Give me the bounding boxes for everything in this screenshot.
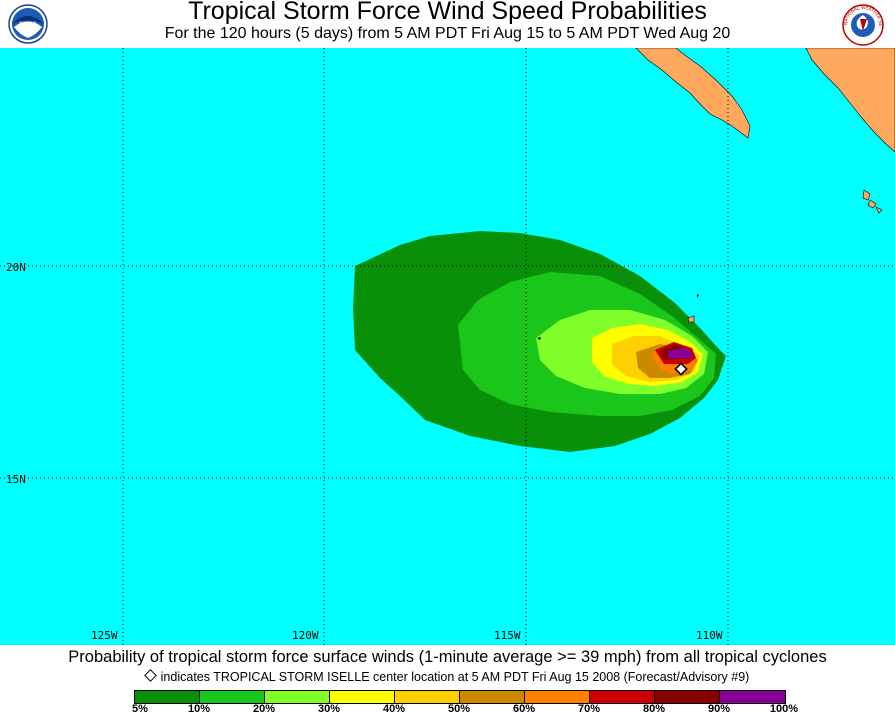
legend-swatch-7 bbox=[590, 691, 655, 703]
legend-swatch-8 bbox=[655, 691, 720, 703]
legend-swatch-9 bbox=[720, 691, 785, 703]
lon-label-110w: 110W bbox=[696, 629, 723, 642]
storm-center-marker bbox=[674, 362, 688, 376]
page-title: Tropical Storm Force Wind Speed Probabil… bbox=[188, 0, 707, 25]
legend-label: 40% bbox=[382, 703, 406, 715]
mainland-mexico bbox=[805, 48, 895, 153]
footer: Probability of tropical storm force surf… bbox=[0, 645, 895, 716]
header: NOAA Tropical Storm Force Wind Speed Pro… bbox=[0, 0, 895, 48]
baja-california bbox=[635, 48, 751, 139]
legend-label: 100% bbox=[769, 703, 799, 715]
legend-label: 70% bbox=[577, 703, 601, 715]
legend-label: 10% bbox=[187, 703, 211, 715]
legend-label: 30% bbox=[317, 703, 341, 715]
small-island bbox=[697, 294, 699, 298]
legend-label: 20% bbox=[252, 703, 276, 715]
legend-swatch-5 bbox=[460, 691, 525, 703]
lon-label-120w: 120W bbox=[292, 629, 319, 642]
legend-label: 90% bbox=[707, 703, 731, 715]
island-3 bbox=[875, 206, 883, 214]
lat-label-20n: 20N bbox=[6, 261, 26, 274]
legend-swatch-1 bbox=[200, 691, 265, 703]
nws-logo: NATIONAL WEATHER SERVICE bbox=[840, 4, 884, 46]
page-subtitle: For the 120 hours (5 days) from 5 AM PDT… bbox=[164, 25, 731, 42]
svg-text:NOAA: NOAA bbox=[19, 21, 37, 28]
map-caption: Probability of tropical storm force surf… bbox=[68, 648, 827, 666]
legend-swatch-0 bbox=[135, 691, 200, 703]
legend-label: 50% bbox=[447, 703, 471, 715]
socorro-island bbox=[687, 315, 695, 323]
probability-map: 20N 15N 125W 120W 115W 110W bbox=[0, 48, 895, 645]
island-2 bbox=[867, 199, 877, 209]
lat-label-15n: 15N bbox=[6, 473, 26, 486]
storm-note: indicates TROPICAL STORM ISELLE center l… bbox=[0, 669, 895, 684]
legend-labels: 5% 10% 20% 30% 40% 50% 60% 70% 80% 90% 100% bbox=[0, 703, 895, 717]
legend-label: 60% bbox=[512, 703, 536, 715]
lon-label-125w: 125W bbox=[91, 629, 118, 642]
legend-label: 80% bbox=[642, 703, 666, 715]
legend-label: 5% bbox=[132, 703, 148, 715]
storm-note-text: indicates TROPICAL STORM ISELLE center l… bbox=[160, 670, 750, 684]
islas-marias bbox=[862, 189, 871, 201]
legend-swatch-3 bbox=[330, 691, 395, 703]
contour-90 bbox=[668, 348, 692, 358]
legend-swatch-2 bbox=[265, 691, 330, 703]
clarion-island bbox=[537, 337, 541, 340]
legend-swatch-6 bbox=[525, 691, 590, 703]
legend-swatch-4 bbox=[395, 691, 460, 703]
diamond-icon bbox=[143, 669, 157, 682]
legend-colorbar bbox=[134, 690, 786, 704]
noaa-logo: NOAA bbox=[8, 4, 48, 44]
lon-label-115w: 115W bbox=[494, 629, 521, 642]
